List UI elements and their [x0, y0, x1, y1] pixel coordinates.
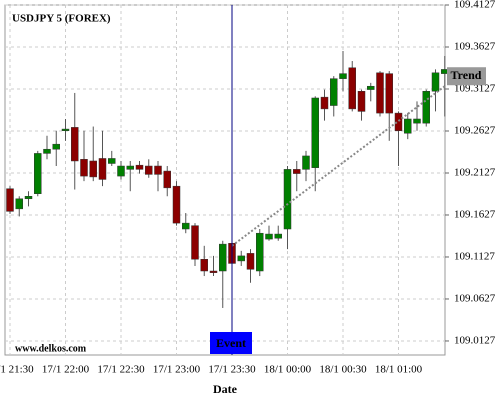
- candle-body: [265, 233, 273, 240]
- candle-body: [385, 73, 393, 114]
- candle-body: [145, 165, 153, 175]
- candle-body: [172, 185, 181, 224]
- candle-body: [108, 158, 116, 164]
- y-tick-label: 109.4127: [454, 0, 496, 11]
- candle-body: [357, 91, 366, 112]
- candle-body: [330, 78, 338, 106]
- x-tick-label: 17/1 23:30: [208, 364, 256, 376]
- candle-body: [246, 253, 255, 270]
- y-tick-label: 109.3627: [454, 41, 496, 53]
- candle-body: [200, 258, 208, 272]
- y-tick-label: 109.0127: [454, 335, 496, 347]
- y-tick-label: 109.2127: [454, 167, 496, 179]
- x-tick-label: 17/1 21:30: [0, 364, 34, 376]
- y-tick-label: 109.1627: [454, 209, 496, 221]
- candle-body: [43, 148, 51, 154]
- candle-body: [154, 165, 162, 175]
- event-label: Event: [216, 336, 246, 350]
- trend-label: Trend: [451, 68, 482, 82]
- candle-body: [126, 165, 134, 170]
- event-badge: [210, 332, 252, 354]
- y-tick-label: 109.0627: [454, 293, 496, 305]
- candle-body: [237, 255, 245, 262]
- candle-body: [191, 225, 199, 260]
- y-tick-label: 109.1127: [454, 251, 495, 263]
- candle-body: [367, 85, 375, 90]
- watermark: www.delkos.com: [15, 343, 87, 354]
- candle-body: [15, 198, 23, 210]
- y-tick-label: 109.3127: [454, 83, 496, 95]
- candle-body: [394, 112, 403, 131]
- candle-body: [163, 170, 171, 189]
- candle-body: [182, 222, 190, 230]
- x-tick-label: 17/1 23:00: [153, 364, 201, 376]
- candle-body: [209, 270, 218, 273]
- candle-body: [348, 67, 356, 110]
- marks: [6, 50, 449, 308]
- candle-body: [80, 159, 88, 177]
- candle-body: [431, 72, 440, 92]
- candle-body: [293, 169, 301, 174]
- candle-body: [302, 155, 310, 170]
- candle-body: [339, 73, 347, 79]
- x-tick-label: 18/1 01:00: [375, 364, 423, 376]
- x-tick-label: 17/1 22:30: [97, 364, 145, 376]
- candle-body: [274, 233, 282, 239]
- candle-body: [283, 169, 292, 230]
- candle-body: [135, 164, 144, 170]
- trend-line: [231, 85, 446, 247]
- candle-body: [24, 196, 33, 200]
- candle-body: [117, 165, 125, 177]
- candle-body: [6, 188, 14, 212]
- plot-area: [4, 4, 446, 356]
- y-tick-label: 109.2627: [454, 125, 496, 137]
- candle-body: [52, 143, 60, 150]
- candle-body: [219, 243, 227, 272]
- candle-body: [413, 118, 421, 124]
- candle-body: [98, 158, 107, 180]
- candle-body: [422, 91, 430, 124]
- x-tick-label: 18/1 00:00: [264, 364, 312, 376]
- x-axis-label: Date: [213, 382, 238, 396]
- chart-title: USDJPY 5 (FOREX): [12, 13, 111, 25]
- candle-body: [89, 160, 97, 178]
- x-tick-label: 17/1 22:00: [42, 364, 90, 376]
- trend-badge: [447, 67, 486, 86]
- candle-body: [34, 153, 42, 194]
- candle-body: [311, 97, 319, 168]
- candle-body: [256, 232, 264, 272]
- x-tick-label: 18/1 00:30: [319, 364, 367, 376]
- candle-body: [61, 128, 70, 131]
- candle-body: [71, 127, 79, 162]
- candle-body: [376, 72, 384, 114]
- candle-body: [404, 118, 412, 134]
- candle-body: [320, 96, 329, 110]
